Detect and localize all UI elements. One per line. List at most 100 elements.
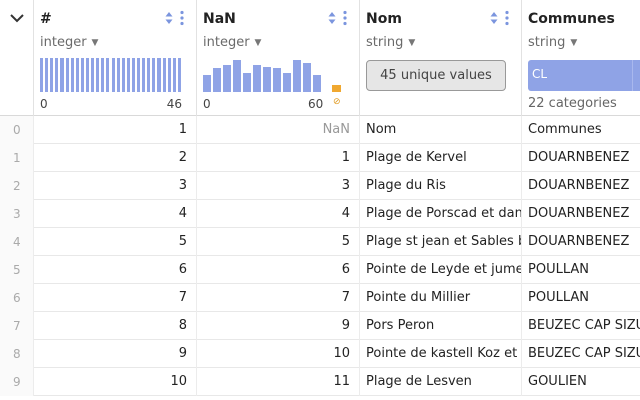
column-type-selector[interactable]: string ▼ bbox=[366, 35, 415, 50]
cell-number[interactable]: 10 bbox=[34, 368, 197, 396]
histogram-bar[interactable] bbox=[111, 58, 115, 92]
cell-nan[interactable]: 5 bbox=[197, 228, 360, 256]
cell-nom[interactable]: Plage du Ris bbox=[360, 172, 522, 200]
cell-number[interactable]: 7 bbox=[34, 284, 197, 312]
histogram-bar[interactable] bbox=[106, 58, 110, 92]
table-row[interactable]: 3 4 4 Plage de Porscad et dan DOUARNBENEZ bbox=[0, 200, 640, 228]
histogram-bar[interactable] bbox=[101, 58, 105, 92]
cell-nan[interactable]: 6 bbox=[197, 256, 360, 284]
cell-nan[interactable]: 11 bbox=[197, 368, 360, 396]
chevron-down-icon[interactable] bbox=[8, 10, 26, 26]
unique-values-button[interactable]: 45 unique values bbox=[366, 60, 506, 91]
histogram-bar[interactable] bbox=[172, 58, 176, 92]
histogram-bar[interactable] bbox=[131, 58, 136, 92]
column-menu-icon[interactable] bbox=[342, 10, 348, 26]
cell-nom[interactable]: Pointe de kastell Koz et bbox=[360, 340, 522, 368]
histogram-bar[interactable] bbox=[152, 58, 156, 92]
cell-nom[interactable]: Plage de Porscad et dan bbox=[360, 200, 522, 228]
cell-number[interactable]: 8 bbox=[34, 312, 197, 340]
histogram-bar[interactable] bbox=[177, 58, 181, 92]
histogram-bar[interactable] bbox=[162, 58, 166, 92]
histogram-bar[interactable] bbox=[121, 58, 125, 92]
table-row[interactable]: 6 7 7 Pointe du Millier POULLAN bbox=[0, 284, 640, 312]
cell-nom[interactable]: Pointe du Millier bbox=[360, 284, 522, 312]
cell-communes[interactable]: DOUARNBENEZ bbox=[528, 178, 630, 193]
histogram-bar[interactable] bbox=[80, 58, 84, 92]
histogram-bar[interactable] bbox=[313, 75, 321, 92]
histogram-bar[interactable] bbox=[293, 59, 301, 92]
histogram-bar[interactable] bbox=[137, 58, 141, 92]
histogram-bar[interactable] bbox=[253, 64, 261, 92]
table-row[interactable]: 4 5 5 Plage st jean et Sables b DOUARNBENEZ bbox=[0, 228, 640, 256]
histogram-bar[interactable] bbox=[60, 58, 64, 92]
column-type-selector[interactable]: string ▼ bbox=[528, 35, 577, 50]
cell-nom[interactable]: Plage st jean et Sables b bbox=[360, 228, 522, 256]
cell-nan[interactable]: 7 bbox=[197, 284, 360, 312]
table-row[interactable]: 5 6 6 Pointe de Leyde et jume POULLAN bbox=[0, 256, 640, 284]
cell-nan[interactable]: 1 bbox=[197, 144, 360, 172]
histogram-bar[interactable] bbox=[70, 58, 74, 92]
histogram-bar[interactable] bbox=[142, 58, 146, 92]
histogram-bar[interactable] bbox=[147, 58, 151, 92]
category-segment[interactable] bbox=[632, 60, 640, 91]
column-histogram[interactable] bbox=[203, 58, 321, 92]
cell-nan[interactable]: 3 bbox=[197, 172, 360, 200]
histogram-bar[interactable] bbox=[223, 64, 231, 92]
cell-nom[interactable]: Pors Peron bbox=[360, 312, 522, 340]
histogram-bar[interactable] bbox=[283, 73, 291, 92]
histogram-bar[interactable] bbox=[45, 58, 49, 92]
histogram-bar[interactable] bbox=[50, 58, 54, 92]
histogram-bar[interactable] bbox=[273, 68, 281, 92]
cell-nan[interactable]: 9 bbox=[197, 312, 360, 340]
cell-communes[interactable]: DOUARNBENEZ bbox=[528, 234, 630, 249]
cell-communes[interactable]: BEUZEC CAP SIZUN bbox=[528, 318, 640, 333]
histogram-bar[interactable] bbox=[213, 68, 221, 92]
column-type-selector[interactable]: integer ▼ bbox=[40, 35, 98, 50]
histogram-bar[interactable] bbox=[157, 58, 161, 92]
column-histogram[interactable] bbox=[40, 58, 181, 92]
column-header-nom[interactable]: Nom string ▼ 45 unique values bbox=[360, 0, 522, 116]
cell-nom[interactable]: Pointe de Leyde et jume bbox=[360, 256, 522, 284]
histogram-bar[interactable] bbox=[167, 58, 171, 92]
histogram-bar[interactable] bbox=[40, 58, 44, 92]
cell-communes[interactable]: DOUARNBENEZ bbox=[528, 206, 630, 221]
table-row[interactable]: 2 3 3 Plage du Ris DOUARNBENEZ bbox=[0, 172, 640, 200]
cell-communes[interactable]: POULLAN bbox=[528, 290, 589, 305]
cell-nom[interactable]: Plage de Lesven bbox=[360, 368, 522, 396]
histogram-bar[interactable] bbox=[96, 58, 100, 92]
cell-number[interactable]: 1 bbox=[34, 116, 197, 144]
histogram-bar[interactable] bbox=[303, 63, 311, 92]
cell-number[interactable]: 9 bbox=[34, 340, 197, 368]
cell-nom[interactable]: Plage de Kervel bbox=[360, 144, 522, 172]
histogram-bar[interactable] bbox=[91, 58, 95, 92]
cell-nan[interactable]: 4 bbox=[197, 200, 360, 228]
histogram-bar[interactable] bbox=[203, 75, 211, 92]
cell-nan[interactable]: 10 bbox=[197, 340, 360, 368]
sort-icon[interactable] bbox=[165, 11, 173, 25]
cell-number[interactable]: 4 bbox=[34, 200, 197, 228]
cell-communes[interactable]: DOUARNBENEZ bbox=[528, 150, 630, 165]
column-menu-icon[interactable] bbox=[504, 10, 510, 26]
histogram-bar[interactable] bbox=[263, 66, 271, 92]
histogram-bar[interactable] bbox=[243, 73, 251, 92]
sort-icon[interactable] bbox=[328, 11, 336, 25]
cell-nom[interactable]: Nom bbox=[360, 116, 522, 144]
cell-nan[interactable]: NaN bbox=[197, 116, 360, 144]
histogram-bar[interactable] bbox=[55, 58, 59, 92]
cell-number[interactable]: 2 bbox=[34, 144, 197, 172]
column-type-selector[interactable]: integer ▼ bbox=[203, 35, 261, 50]
table-row[interactable]: 9 10 11 Plage de Lesven GOULIEN bbox=[0, 368, 640, 396]
cell-communes[interactable]: Communes bbox=[528, 122, 602, 137]
cell-communes[interactable]: GOULIEN bbox=[528, 374, 587, 389]
histogram-bar[interactable] bbox=[85, 58, 90, 92]
histogram-bar[interactable] bbox=[233, 59, 241, 92]
table-row[interactable]: 1 2 1 Plage de Kervel DOUARNBENEZ bbox=[0, 144, 640, 172]
cell-communes[interactable]: POULLAN bbox=[528, 262, 589, 277]
table-row[interactable]: 8 9 10 Pointe de kastell Koz et BEUZEC CAP S… bbox=[0, 340, 640, 368]
sort-icon[interactable] bbox=[490, 11, 498, 25]
table-row[interactable]: 0 1 NaN Nom Communes bbox=[0, 116, 640, 144]
cell-number[interactable]: 5 bbox=[34, 228, 197, 256]
nan-count-bar[interactable] bbox=[332, 85, 341, 92]
cell-number[interactable]: 3 bbox=[34, 172, 197, 200]
